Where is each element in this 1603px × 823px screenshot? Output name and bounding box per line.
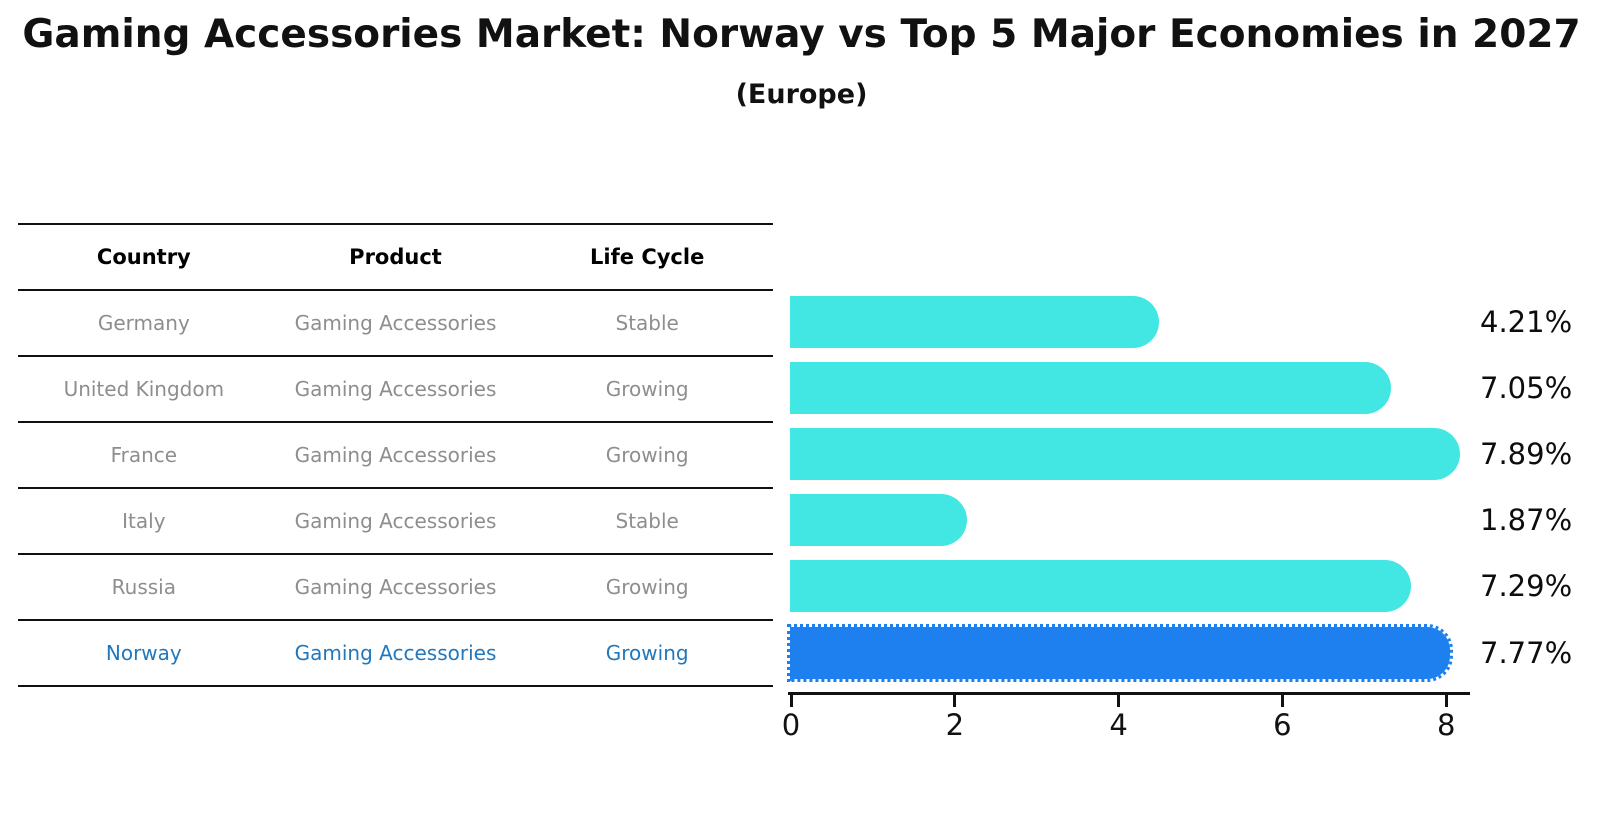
x-axis-tick-label: 4 bbox=[1109, 708, 1128, 742]
bar-value-label: 7.77% bbox=[1480, 636, 1573, 670]
cell-product: Gaming Accessories bbox=[294, 641, 497, 665]
chart-subtitle: (Europe) bbox=[735, 79, 868, 110]
cell-country: Germany bbox=[97, 311, 190, 335]
x-axis-tick bbox=[789, 695, 793, 707]
bar-value-label: 7.29% bbox=[1480, 569, 1573, 603]
column-header-product: Product bbox=[349, 245, 442, 269]
table-row: United Kingdom Gaming Accessories Growin… bbox=[18, 355, 773, 421]
bar-norway-highlighted bbox=[787, 624, 1454, 682]
x-axis-tick bbox=[1117, 695, 1121, 707]
x-axis-tick-label: 2 bbox=[945, 708, 965, 742]
cell-country: Italy bbox=[122, 509, 166, 533]
bar-italy bbox=[790, 494, 968, 546]
bar-russia bbox=[790, 560, 1412, 612]
cell-country: Norway bbox=[105, 641, 182, 665]
cell-life-cycle: Growing bbox=[605, 575, 689, 599]
table-row: Russia Gaming Accessories Growing bbox=[18, 553, 773, 619]
table-header-row: Country Product Life Cycle bbox=[18, 223, 773, 289]
table-row: Germany Gaming Accessories Stable bbox=[18, 289, 773, 355]
cell-country: United Kingdom bbox=[63, 377, 225, 401]
cell-product: Gaming Accessories bbox=[294, 509, 497, 533]
cell-product: Gaming Accessories bbox=[294, 377, 497, 401]
country-table: Country Product Life Cycle Germany Gamin… bbox=[18, 223, 773, 687]
cell-life-cycle: Growing bbox=[605, 641, 689, 665]
bar-value-label: 7.05% bbox=[1480, 371, 1573, 405]
table-row: France Gaming Accessories Growing bbox=[18, 421, 773, 487]
column-header-life-cycle: Life Cycle bbox=[590, 245, 705, 269]
x-axis-tick-label: 8 bbox=[1436, 708, 1456, 742]
cell-country: Russia bbox=[111, 575, 176, 599]
bar-germany bbox=[790, 296, 1159, 348]
bar-value-label: 7.89% bbox=[1480, 437, 1573, 471]
bar-value-label: 4.21% bbox=[1480, 305, 1573, 339]
x-axis-tick bbox=[953, 695, 957, 707]
bar-france bbox=[790, 428, 1461, 480]
chart-title: Gaming Accessories Market: Norway vs Top… bbox=[22, 12, 1581, 57]
x-axis-tick bbox=[1444, 695, 1448, 707]
cell-product: Gaming Accessories bbox=[294, 443, 497, 467]
cell-life-cycle: Stable bbox=[615, 509, 679, 533]
x-axis-line bbox=[788, 692, 1470, 695]
x-axis-tick-label: 6 bbox=[1273, 708, 1292, 742]
cell-product: Gaming Accessories bbox=[294, 311, 497, 335]
table-row-norway-highlighted: Norway Gaming Accessories Growing bbox=[18, 619, 773, 685]
cell-life-cycle: Growing bbox=[605, 443, 689, 467]
cell-life-cycle: Growing bbox=[605, 377, 689, 401]
table-row: Italy Gaming Accessories Stable bbox=[18, 487, 773, 553]
cell-life-cycle: Stable bbox=[615, 311, 679, 335]
bar-united-kingdom bbox=[790, 362, 1392, 414]
x-axis-tick-label: 0 bbox=[781, 708, 801, 742]
x-axis-tick bbox=[1280, 695, 1284, 707]
cell-country: France bbox=[110, 443, 178, 467]
cell-product: Gaming Accessories bbox=[294, 575, 497, 599]
bar-value-label: 1.87% bbox=[1480, 503, 1573, 537]
column-header-country: Country bbox=[96, 245, 191, 269]
